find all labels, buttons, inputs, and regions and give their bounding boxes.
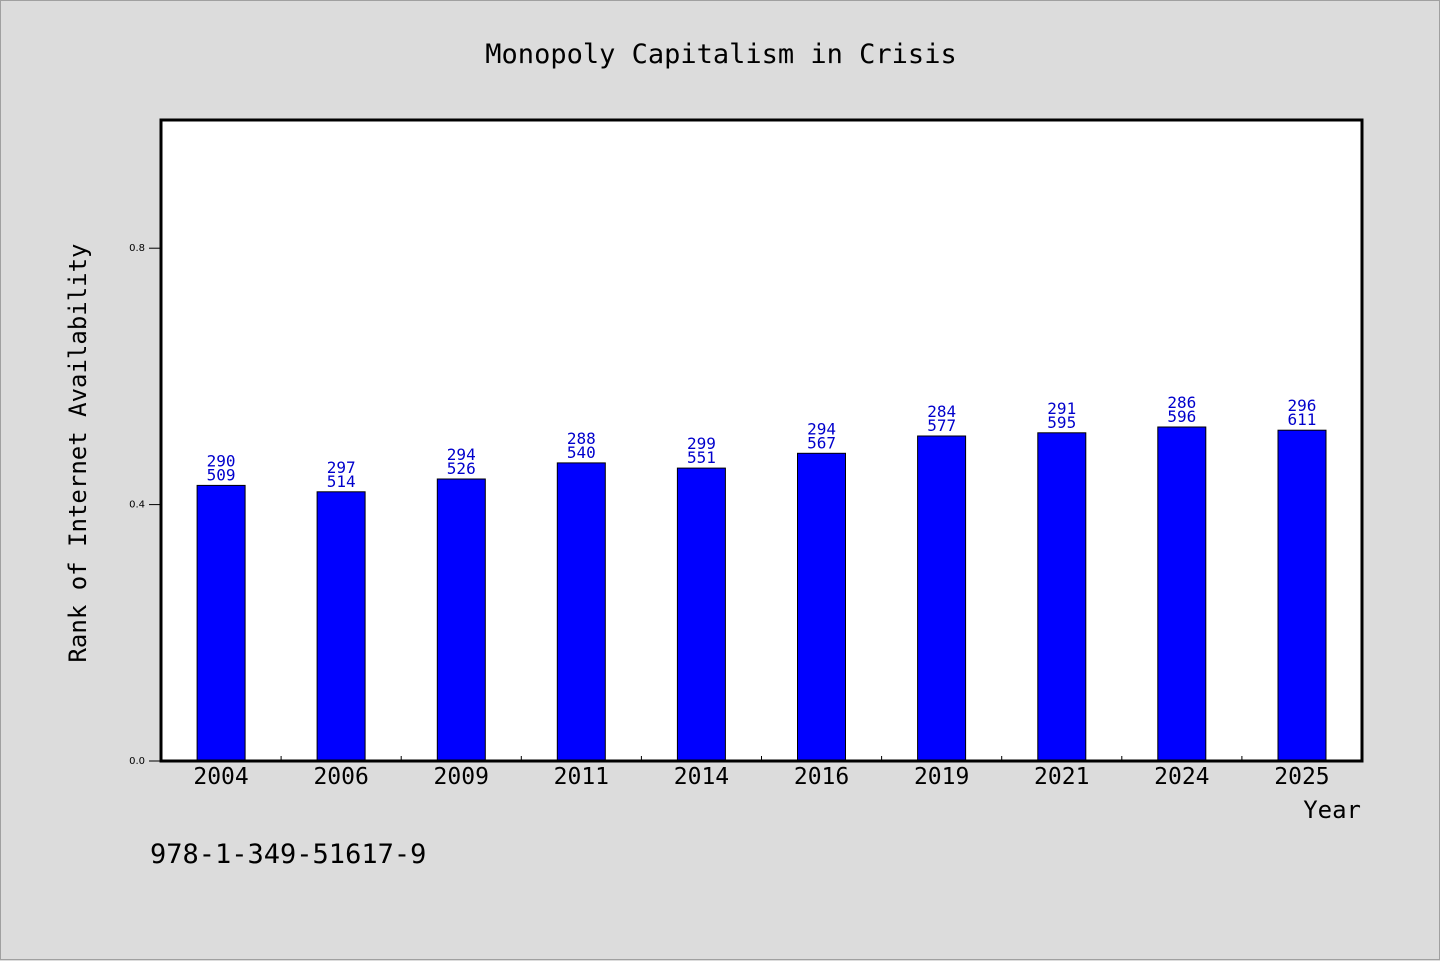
bar-2009 bbox=[436, 478, 486, 762]
bars-group bbox=[196, 426, 1327, 762]
bar-2025 bbox=[1277, 429, 1327, 762]
data-label-2014-bottom: 551 bbox=[687, 448, 716, 467]
bar-2004 bbox=[196, 484, 246, 762]
data-label-2009-bottom: 526 bbox=[447, 459, 476, 478]
data-label-2004-bottom: 509 bbox=[207, 465, 236, 484]
y-axis-label: Rank of Internet Availability bbox=[64, 243, 92, 662]
bar-2014 bbox=[676, 467, 726, 762]
x-tick-label-2011: 2011 bbox=[554, 764, 609, 790]
y-tick-label-0.4: 0.4 bbox=[129, 500, 145, 511]
bar-2024 bbox=[1157, 426, 1207, 762]
y-axis-ticks: 0.0 0.4 0.8 bbox=[129, 243, 161, 767]
y-tick-label-0.8: 0.8 bbox=[129, 243, 145, 254]
x-tick-label-2025: 2025 bbox=[1274, 764, 1329, 790]
data-label-2025-bottom: 611 bbox=[1287, 410, 1316, 429]
x-tick-label-2014: 2014 bbox=[674, 764, 729, 790]
data-label-2019-top: 284 bbox=[927, 402, 956, 421]
chart-title: Monopoly Capitalism in Crisis bbox=[485, 39, 956, 70]
x-tick-label-2004: 2004 bbox=[193, 764, 248, 790]
y-tick-label-0.0: 0.0 bbox=[129, 756, 145, 767]
data-label-2024-bottom: 596 bbox=[1167, 407, 1196, 426]
x-axis-label: Year bbox=[1303, 796, 1361, 824]
bar-2006 bbox=[316, 491, 366, 762]
data-label-2021-top: 291 bbox=[1047, 399, 1076, 418]
bar-2016 bbox=[797, 452, 846, 762]
isbn-text: 978-1-349-51617-9 bbox=[150, 839, 426, 870]
data-label-2025-top: 296 bbox=[1287, 396, 1316, 415]
x-tick-label-2019: 2019 bbox=[914, 764, 969, 790]
data-label-2004-top: 290 bbox=[207, 451, 236, 470]
data-label-2011-bottom: 540 bbox=[567, 443, 596, 462]
x-tick-label-2024: 2024 bbox=[1154, 764, 1209, 790]
data-label-2016-top: 294 bbox=[807, 419, 836, 438]
data-label-2019-bottom: 577 bbox=[927, 416, 956, 435]
bar-2019 bbox=[917, 435, 967, 762]
data-label-2009-top: 294 bbox=[447, 445, 476, 464]
x-tick-label-2021: 2021 bbox=[1034, 764, 1089, 790]
x-tick-label-2009: 2009 bbox=[434, 764, 489, 790]
bar-2021 bbox=[1037, 432, 1087, 762]
plot-frame bbox=[159, 118, 1364, 763]
data-label-2021-bottom: 595 bbox=[1047, 413, 1076, 432]
data-label-2006-top: 297 bbox=[327, 458, 356, 477]
data-label-2024-top: 286 bbox=[1167, 393, 1196, 412]
data-label-2011-top: 288 bbox=[567, 429, 596, 448]
x-axis-ticks: 2004 2006 2009 2011 2014 2016 2019 2021 2024 2025 bbox=[193, 756, 1330, 790]
data-label-2014-top: 299 bbox=[687, 434, 716, 453]
x-tick-label-2016: 2016 bbox=[794, 764, 849, 790]
x-tick-label-2006: 2006 bbox=[313, 764, 368, 790]
data-label-2016-bottom: 567 bbox=[807, 433, 836, 452]
bar-2011 bbox=[556, 462, 606, 762]
data-label-2006-bottom: 514 bbox=[327, 472, 356, 491]
